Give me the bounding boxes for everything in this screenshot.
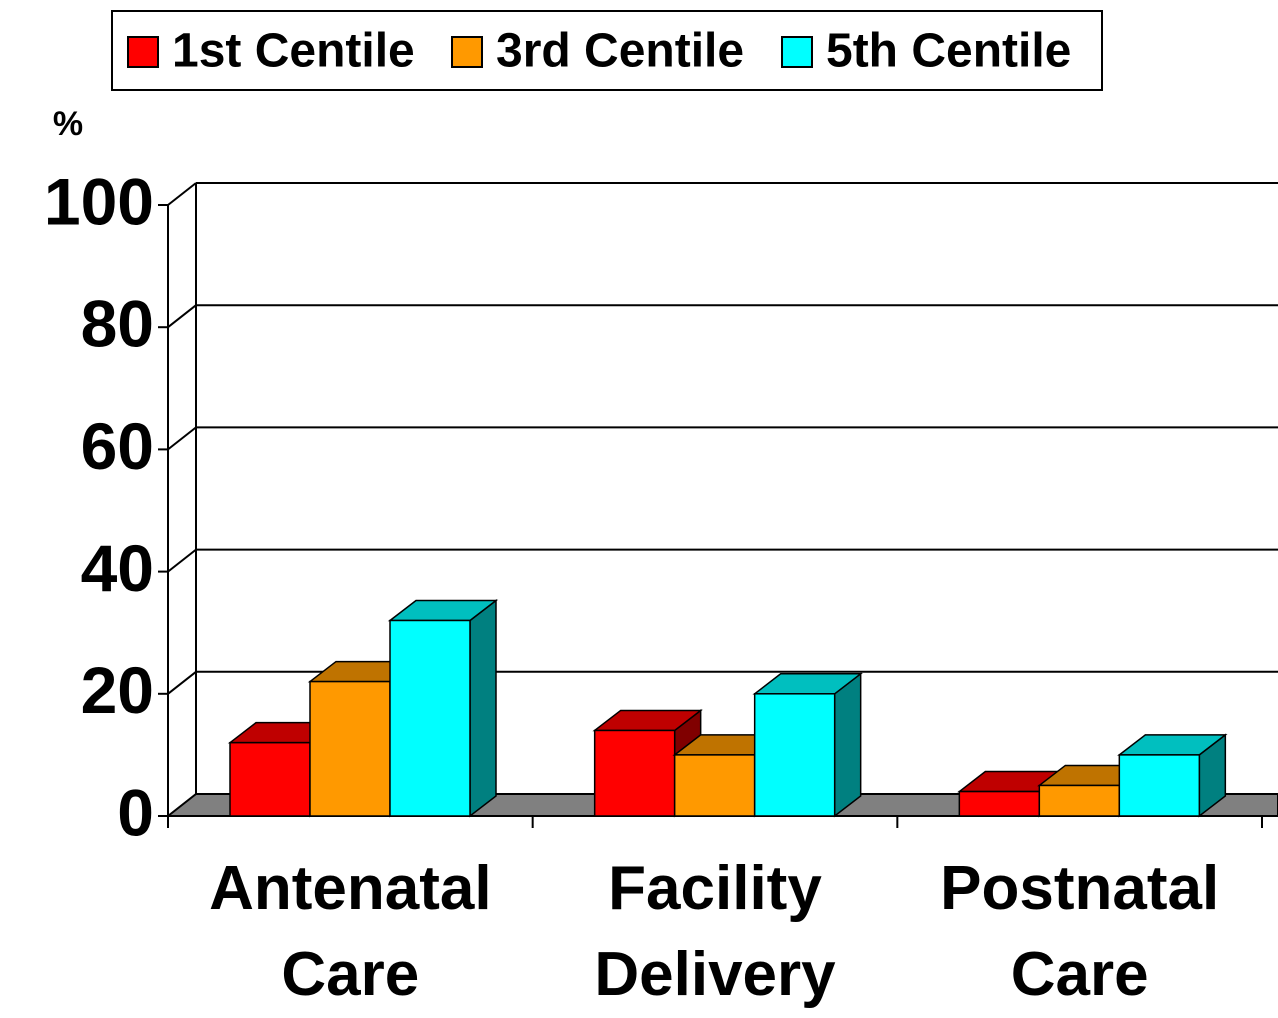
- y-tick-label: 100: [44, 164, 154, 238]
- y-tick-label: 60: [81, 409, 154, 483]
- bar-front: [1118, 754, 1201, 817]
- legend-swatch: [781, 36, 813, 68]
- legend-label: 3rd Centile: [496, 25, 744, 78]
- bar-front: [958, 790, 1041, 817]
- bar-front: [593, 729, 676, 817]
- legend-swatch: [127, 36, 159, 68]
- bar: [1117, 733, 1228, 818]
- bar-side: [833, 672, 862, 818]
- bar-front: [229, 741, 311, 817]
- y-tick-label: 20: [81, 653, 154, 727]
- bar-front: [309, 680, 391, 817]
- bar-front: [389, 619, 471, 817]
- x-tick-label: Postnatal Care: [940, 854, 1220, 1009]
- y-axis-label: %: [53, 105, 83, 143]
- bar-front: [753, 693, 836, 817]
- bar-side: [469, 598, 497, 818]
- legend-swatch: [451, 36, 483, 68]
- bar: [752, 672, 863, 818]
- bar: [387, 598, 499, 818]
- grid-side: [167, 426, 197, 451]
- bar-front: [673, 754, 756, 817]
- grid-side: [167, 671, 197, 695]
- legend-box: [111, 10, 1103, 91]
- y-tick-label: 80: [81, 287, 154, 361]
- y-tick-label: 40: [81, 531, 154, 605]
- legend-label: 5th Centile: [826, 25, 1071, 78]
- legend-label: 1st Centile: [172, 25, 415, 78]
- y-tick-label: 0: [117, 775, 154, 849]
- x-tick-label: Antenatal Care: [209, 854, 492, 1009]
- x-tick-label: Facility Delivery: [594, 854, 836, 1009]
- bar-front: [1038, 784, 1121, 817]
- grid-side: [167, 182, 197, 206]
- grid-side: [167, 548, 197, 573]
- grid-side: [167, 304, 197, 328]
